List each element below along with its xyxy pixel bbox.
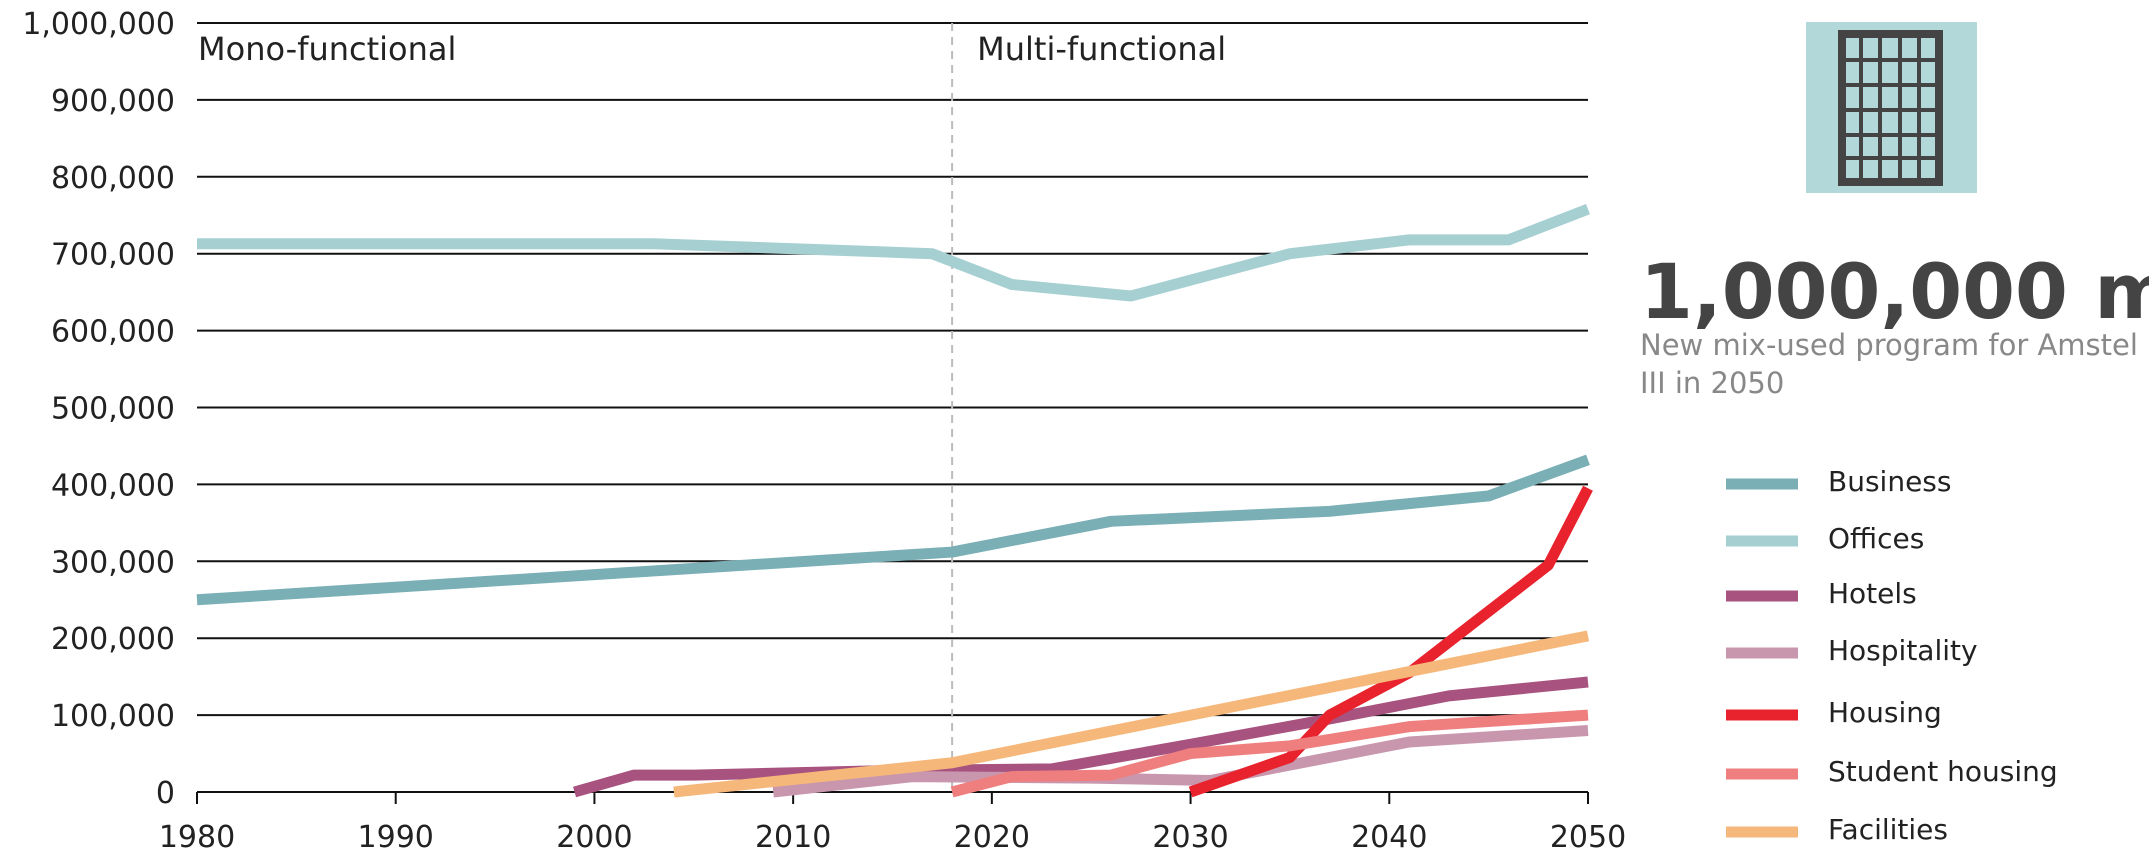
headline: 1,000,000 m2 bbox=[1640, 247, 2149, 336]
legend-label: Hospitality bbox=[1828, 634, 1978, 667]
annotation: Multi-functional bbox=[977, 30, 1226, 68]
y-tick-label: 500,000 bbox=[51, 392, 175, 427]
x-tick-label: 1980 bbox=[159, 820, 235, 851]
x-tick-label: 2020 bbox=[954, 820, 1030, 851]
series-line bbox=[950, 709, 1589, 798]
y-tick-label: 800,000 bbox=[51, 161, 175, 196]
series-line bbox=[1188, 485, 1593, 798]
y-tick-label: 700,000 bbox=[51, 238, 175, 273]
x-tick-label: 1990 bbox=[358, 820, 434, 851]
y-tick-label: 1,000,000 bbox=[22, 7, 175, 42]
x-tick-label: 2010 bbox=[755, 820, 831, 851]
x-tick-label: 2000 bbox=[556, 820, 632, 851]
y-tick-label: 200,000 bbox=[51, 622, 175, 657]
series-line bbox=[197, 203, 1590, 302]
x-tick-label: 2040 bbox=[1351, 820, 1427, 851]
series-line bbox=[772, 724, 1589, 798]
series-line bbox=[196, 454, 1590, 606]
subtitle: New mix-used program for Amstel III in 2… bbox=[1640, 328, 2138, 400]
legend-label: Offices bbox=[1828, 522, 1924, 555]
legend-label: Housing bbox=[1828, 696, 1942, 729]
legend-label: Student housing bbox=[1828, 755, 2058, 788]
legend-label: Business bbox=[1828, 465, 1951, 498]
series-line bbox=[573, 676, 1589, 798]
x-tick-label: 2030 bbox=[1152, 820, 1228, 851]
series-line bbox=[673, 630, 1590, 798]
y-tick-label: 600,000 bbox=[51, 315, 175, 350]
y-tick-label: 0 bbox=[156, 776, 175, 811]
x-tick-label: 2050 bbox=[1550, 820, 1626, 851]
building-icon bbox=[1806, 22, 1977, 193]
y-tick-label: 300,000 bbox=[51, 545, 175, 580]
legend-label: Facilities bbox=[1828, 813, 1948, 846]
annotation: Mono-functional bbox=[198, 30, 456, 68]
legend-label: Hotels bbox=[1828, 577, 1917, 610]
y-tick-label: 100,000 bbox=[51, 699, 175, 734]
y-tick-label: 400,000 bbox=[51, 468, 175, 503]
y-tick-label: 900,000 bbox=[51, 84, 175, 119]
